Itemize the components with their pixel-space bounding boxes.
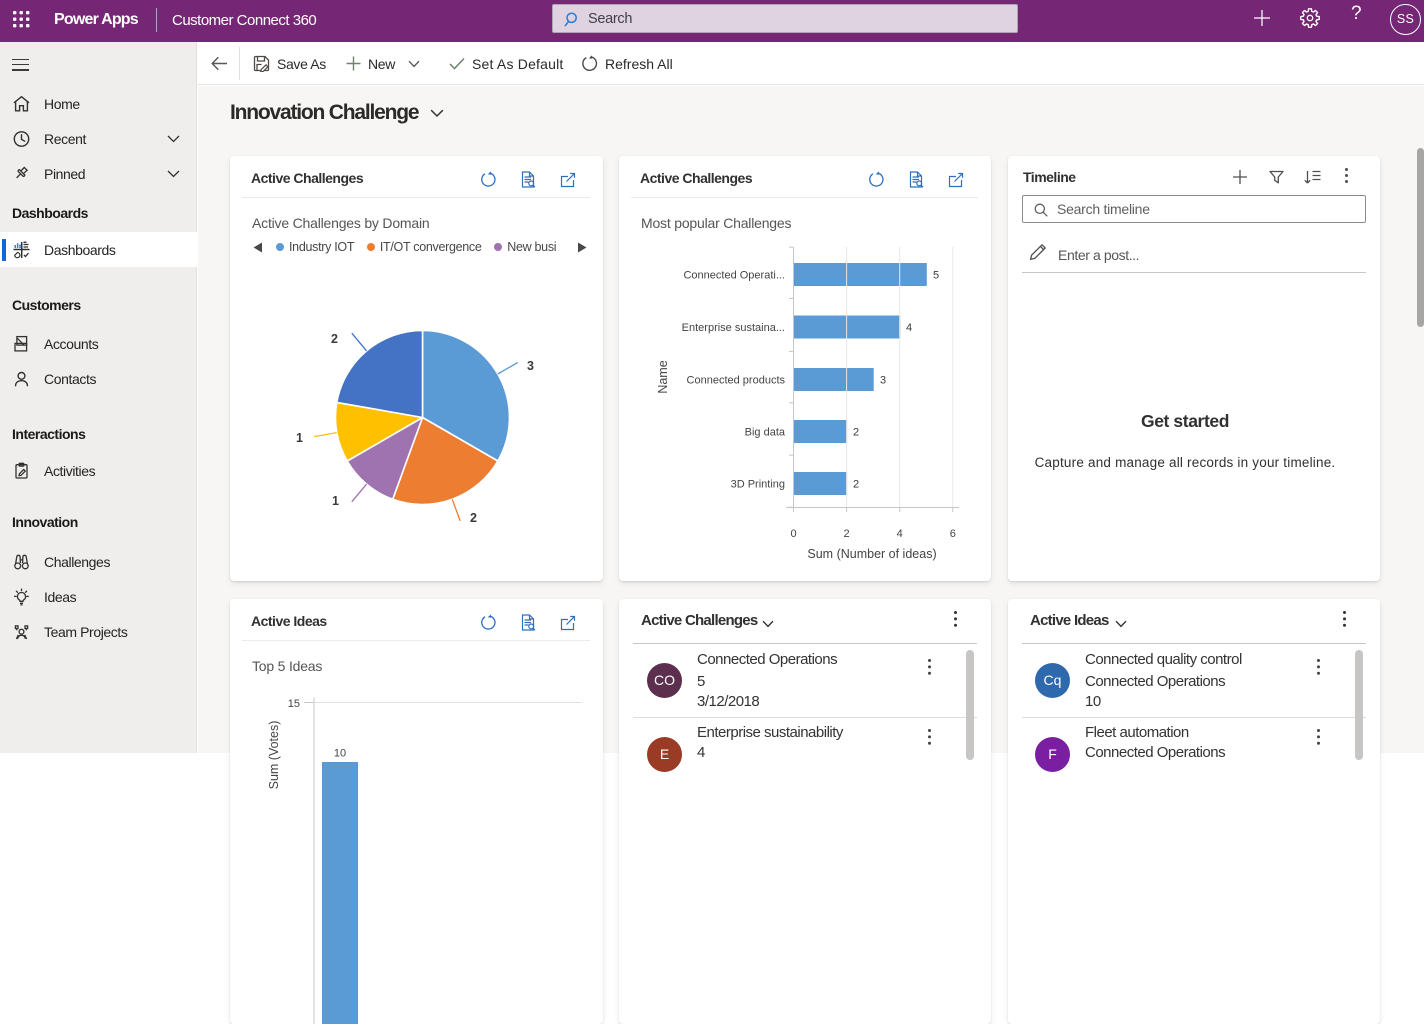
svg-text:3: 3 bbox=[527, 359, 534, 373]
svg-text:10: 10 bbox=[334, 747, 346, 759]
svg-text:6: 6 bbox=[950, 528, 956, 540]
svg-text:3: 3 bbox=[880, 374, 886, 386]
svg-text:5: 5 bbox=[933, 269, 939, 281]
svg-text:Sum (Votes): Sum (Votes) bbox=[267, 720, 281, 789]
svg-text:1: 1 bbox=[332, 494, 339, 508]
svg-text:Connected products: Connected products bbox=[687, 374, 786, 386]
svg-text:4: 4 bbox=[897, 528, 903, 540]
svg-text:1: 1 bbox=[296, 431, 303, 445]
svg-text:Sum (Number of ideas): Sum (Number of ideas) bbox=[807, 547, 936, 561]
svg-text:3D Printing: 3D Printing bbox=[731, 478, 785, 490]
svg-text:2: 2 bbox=[470, 511, 477, 525]
svg-text:2: 2 bbox=[844, 528, 850, 540]
svg-text:2: 2 bbox=[331, 332, 338, 346]
svg-text:2: 2 bbox=[853, 478, 859, 490]
svg-text:Connected Operati...: Connected Operati... bbox=[683, 269, 785, 281]
svg-text:Big data: Big data bbox=[745, 426, 786, 438]
svg-text:2: 2 bbox=[853, 426, 859, 438]
svg-text:4: 4 bbox=[906, 322, 912, 334]
svg-text:Enterprise sustaina...: Enterprise sustaina... bbox=[682, 322, 785, 334]
svg-text:Name: Name bbox=[656, 360, 670, 393]
svg-text:15: 15 bbox=[288, 698, 300, 710]
svg-text:0: 0 bbox=[790, 528, 796, 540]
